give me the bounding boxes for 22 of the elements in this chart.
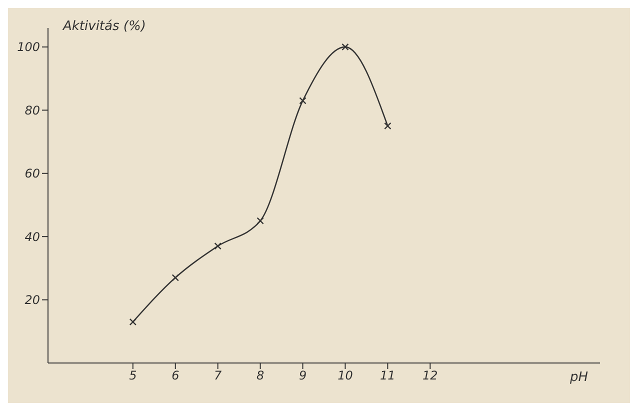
y-tick-label: 20 <box>24 293 40 308</box>
x-tick-label: 11 <box>380 368 396 383</box>
y-tick-label: 60 <box>24 166 40 181</box>
x-axis-title: pH <box>568 370 588 385</box>
point <box>214 242 222 250</box>
y-tick-label: 100 <box>17 40 40 54</box>
x-tick-label: 7 <box>214 368 222 383</box>
point <box>299 97 306 104</box>
x-tick-label: 8 <box>256 368 264 383</box>
x-tick-label: 5 <box>129 368 137 383</box>
point <box>384 122 392 130</box>
point <box>256 217 264 224</box>
point <box>129 318 137 326</box>
x-tick-label: 9 <box>298 368 307 383</box>
y-tick-label: 40 <box>24 230 40 244</box>
y-axis-title: Aktivitás (%) <box>62 19 146 34</box>
point <box>342 43 349 51</box>
point <box>172 274 179 282</box>
x-tick-label: 10 <box>338 368 354 383</box>
y-tick-label: 80 <box>24 103 40 118</box>
x-tick-label: 12 <box>422 368 438 383</box>
x-tick-label: 6 <box>172 368 180 383</box>
